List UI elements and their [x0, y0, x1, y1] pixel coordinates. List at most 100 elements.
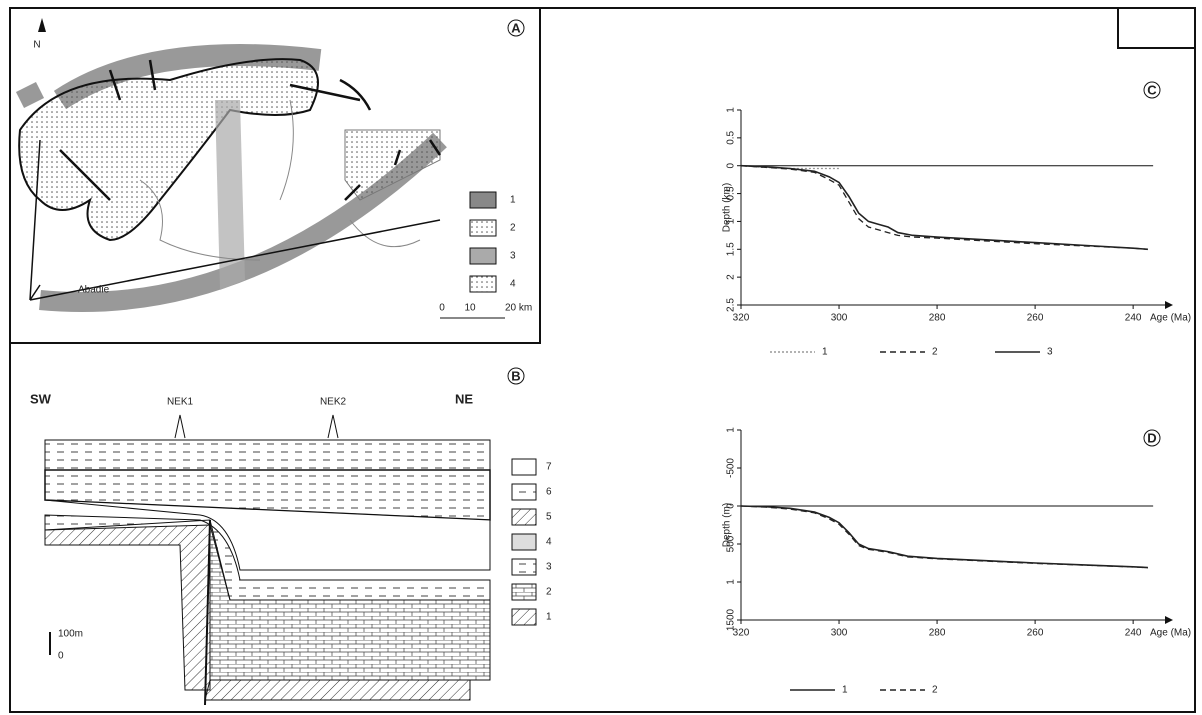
legend-swatch: [511, 483, 537, 501]
legend-label: 3: [510, 251, 516, 262]
y-tick-label: 1: [726, 218, 737, 224]
legend-label: 7: [546, 462, 552, 473]
cross-section: [44, 414, 491, 706]
y-tick-label: 0.5: [726, 186, 737, 200]
legend-label: 2: [546, 587, 552, 598]
north-arrow: [38, 18, 46, 32]
layer: [44, 499, 491, 571]
y-tick-label: 1: [726, 107, 737, 113]
series-line: [740, 164, 1148, 251]
y-tick-label: 1500: [726, 608, 737, 631]
x-tick-label: 240: [1125, 313, 1142, 324]
y-tick-label: 0.5: [726, 130, 737, 144]
x-tick-label: 300: [831, 313, 848, 324]
legend-label: 1: [822, 347, 828, 358]
y-tick-label: 2: [726, 274, 737, 280]
panel-label-ring: [1143, 81, 1161, 99]
legend-label: 6: [546, 487, 552, 498]
x-tick-label: 320: [733, 628, 750, 639]
legend-label: 3: [1047, 347, 1053, 358]
panel-label: D: [1147, 430, 1156, 445]
y-tick-label: 0: [726, 503, 737, 509]
basin-area: [344, 129, 441, 201]
side-label: SW: [30, 391, 52, 406]
panel-a-frame: [9, 7, 541, 344]
map: [15, 18, 505, 319]
panel-label: C: [1147, 82, 1157, 97]
scale-label: 0: [439, 303, 445, 314]
panel-label: A: [511, 20, 521, 35]
x-tick-label: 260: [1027, 313, 1044, 324]
y-tick-label: 0: [726, 162, 737, 168]
fault: [204, 519, 211, 706]
axis-arrow: [1165, 616, 1173, 624]
well: [174, 414, 339, 439]
y-tick-label: 500: [726, 535, 737, 552]
legend-swatch: [511, 533, 537, 551]
legend-swatch: [511, 458, 537, 476]
legend-label: 1: [842, 685, 848, 696]
legend-label: 4: [546, 537, 552, 548]
panel-label-ring: [1143, 429, 1161, 447]
legend-label: 3: [546, 562, 552, 573]
y-tick-label: 1: [726, 579, 737, 585]
well-label: NEK2: [320, 397, 347, 408]
side-label: NE: [455, 391, 473, 406]
series-line: [740, 505, 1148, 569]
series-line: [740, 505, 1148, 569]
corner-box: [1117, 7, 1196, 49]
x-tick-label: 240: [1125, 628, 1142, 639]
x-axis-label: Age (Ma): [1150, 313, 1191, 324]
basement: [44, 524, 211, 691]
scale-label: 0: [58, 651, 64, 662]
y-tick-label: 1: [726, 427, 737, 433]
y-tick-label: 1.5: [726, 242, 737, 256]
x-tick-label: 280: [929, 628, 946, 639]
scale-label: 10: [464, 303, 476, 314]
legend-label: 1: [546, 612, 552, 623]
y-tick-label: -500: [726, 458, 737, 478]
well-label: NEK1: [167, 397, 194, 408]
coastline: [139, 99, 421, 261]
legend-label: 4: [510, 279, 516, 290]
scale-label: 100m: [58, 629, 83, 640]
x-tick-label: 320: [733, 313, 750, 324]
legend-swatch: [511, 608, 537, 626]
map-band: [15, 81, 45, 109]
x-axis-label: Age (Ma): [1150, 628, 1191, 639]
x-tick-label: 300: [831, 628, 848, 639]
x-tick-label: 280: [929, 313, 946, 324]
panel-label-ring: [507, 367, 525, 385]
legend-swatch: [511, 558, 537, 576]
legend-swatch: [469, 275, 497, 293]
y-axis-label: Depth (km): [722, 183, 733, 232]
map-zone: [215, 100, 245, 290]
panel-label: B: [511, 368, 520, 383]
legend-label: 2: [932, 685, 938, 696]
legend-label: 2: [932, 347, 938, 358]
boundary: [29, 139, 441, 301]
frame: [9, 7, 1196, 713]
legend-label: 2: [510, 223, 516, 234]
legend-swatch: [469, 219, 497, 237]
series-line: [740, 165, 1148, 250]
legend-swatch: [469, 247, 497, 265]
x-tick-label: 260: [1027, 628, 1044, 639]
legend-label: 5: [546, 512, 552, 523]
legend-swatch: [511, 508, 537, 526]
y-tick-label: 2.5: [726, 298, 737, 312]
arrow: [59, 59, 442, 201]
basement: [204, 679, 471, 701]
place-label: Abadie: [78, 285, 110, 296]
legend-swatch: [469, 191, 497, 209]
legend-label: 1: [510, 195, 516, 206]
layer: [44, 439, 491, 471]
legend-swatch: [511, 583, 537, 601]
axis-arrow: [1165, 301, 1173, 309]
y-axis-label: Depth (m): [722, 503, 733, 547]
north-label: N: [33, 40, 40, 51]
panel-label-ring: [507, 19, 525, 37]
scale-label: 20 km: [505, 303, 532, 314]
